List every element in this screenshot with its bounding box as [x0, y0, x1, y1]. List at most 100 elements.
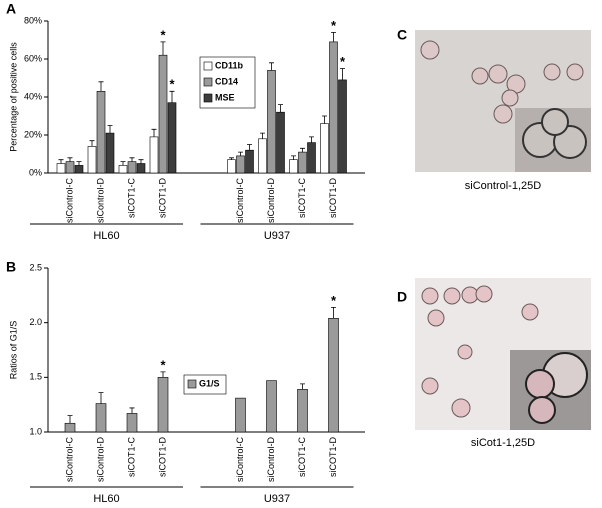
micrograph — [415, 278, 591, 430]
y-tick-label: 0% — [29, 167, 42, 177]
error-bar — [98, 392, 104, 404]
bar — [105, 132, 115, 174]
y-tick-label: 80% — [24, 15, 42, 25]
legend-label: CD14 — [215, 76, 238, 86]
bar — [338, 79, 347, 174]
legend-swatch — [187, 379, 197, 389]
error-bar — [300, 383, 305, 390]
bar — [267, 70, 276, 174]
error-bar — [89, 140, 95, 147]
bar — [65, 161, 75, 174]
error-bar — [76, 161, 82, 166]
bar — [297, 389, 308, 433]
image-caption: siControl-1,25D — [465, 180, 541, 192]
bar — [118, 165, 128, 174]
error-bar — [160, 41, 166, 56]
legend-swatch — [203, 93, 213, 103]
bar — [236, 155, 245, 174]
y-tick-label: 2.0 — [29, 317, 42, 327]
legend-label: G1/S — [199, 378, 220, 388]
x-tick-label: siCOT1-C — [297, 437, 307, 477]
x-tick-label: siControl-C — [235, 437, 245, 483]
error-bar — [98, 81, 104, 92]
bar — [64, 422, 76, 433]
bar — [329, 41, 338, 174]
error-bar — [269, 62, 274, 71]
bar — [95, 403, 107, 433]
error-bar — [340, 68, 345, 80]
bar — [235, 397, 246, 433]
error-bar — [120, 161, 126, 166]
bar — [149, 136, 159, 174]
panel-label: D — [397, 289, 407, 305]
x-tick-label: siCOT1-C — [126, 437, 136, 477]
x-tick-label: siControl-D — [266, 437, 276, 483]
bar — [289, 159, 298, 174]
x-tick-label: siCOT1-D — [157, 437, 167, 477]
x-tick-label: siControl-D — [266, 178, 276, 224]
panel-label: C — [397, 27, 407, 43]
bar — [298, 151, 307, 174]
legend-swatch — [203, 61, 213, 71]
x-tick-label: siCOT1-C — [126, 178, 136, 218]
bar — [245, 149, 254, 174]
y-tick-label: 1.5 — [29, 372, 42, 382]
legend-label: CD11b — [215, 60, 244, 70]
y-tick-label: 60% — [24, 53, 42, 63]
x-tick-label: siCOT1-C — [297, 178, 307, 218]
significance-marker: * — [340, 54, 346, 69]
y-axis-label: Percentage of positive cells — [8, 42, 18, 152]
bar — [258, 138, 267, 174]
significance-marker: * — [331, 293, 337, 308]
error-bar — [169, 90, 175, 103]
group-label: U937 — [264, 493, 290, 505]
bar — [56, 163, 66, 174]
micrograph — [415, 30, 591, 172]
x-tick-label: siControl-C — [235, 178, 245, 224]
significance-marker: * — [160, 27, 166, 42]
y-tick-label: 2.5 — [29, 262, 42, 272]
bar — [227, 159, 236, 174]
error-bar — [278, 104, 283, 113]
panel-label: A — [6, 1, 16, 17]
bar — [266, 380, 277, 433]
bar — [96, 91, 106, 174]
x-tick-label: siControl-C — [64, 437, 74, 483]
x-tick-label: siCOT1-D — [328, 178, 338, 218]
error-bar — [107, 125, 113, 134]
x-tick-label: siControl-D — [95, 178, 105, 224]
bar — [136, 163, 146, 174]
x-tick-label: siControl-C — [64, 178, 74, 224]
error-bar — [300, 147, 305, 153]
bar — [127, 161, 137, 174]
legend-swatch — [203, 77, 213, 87]
error-bar — [247, 144, 252, 151]
error-bar — [291, 155, 296, 160]
error-bar — [129, 407, 135, 414]
bar — [87, 146, 97, 174]
error-bar — [309, 136, 314, 143]
error-bar — [129, 157, 135, 162]
image-caption: siCot1-1,25D — [471, 437, 535, 449]
significance-marker: * — [169, 77, 175, 92]
legend-label: MSE — [215, 92, 235, 102]
significance-marker: * — [331, 18, 337, 33]
error-bar — [331, 32, 336, 42]
error-bar — [229, 157, 234, 160]
bar — [126, 413, 138, 433]
significance-marker: * — [160, 357, 166, 372]
group-label: HL60 — [93, 230, 119, 242]
bar — [158, 54, 168, 174]
bar — [328, 317, 339, 433]
error-bar — [67, 415, 73, 424]
y-tick-label: 1.0 — [29, 426, 42, 436]
group-label: HL60 — [93, 493, 119, 505]
error-bar — [58, 159, 64, 164]
error-bar — [238, 151, 243, 156]
error-bar — [160, 371, 166, 378]
x-tick-label: siCOT1-D — [157, 178, 167, 218]
error-bar — [138, 159, 144, 164]
error-bar — [260, 132, 265, 139]
bar — [276, 111, 285, 174]
